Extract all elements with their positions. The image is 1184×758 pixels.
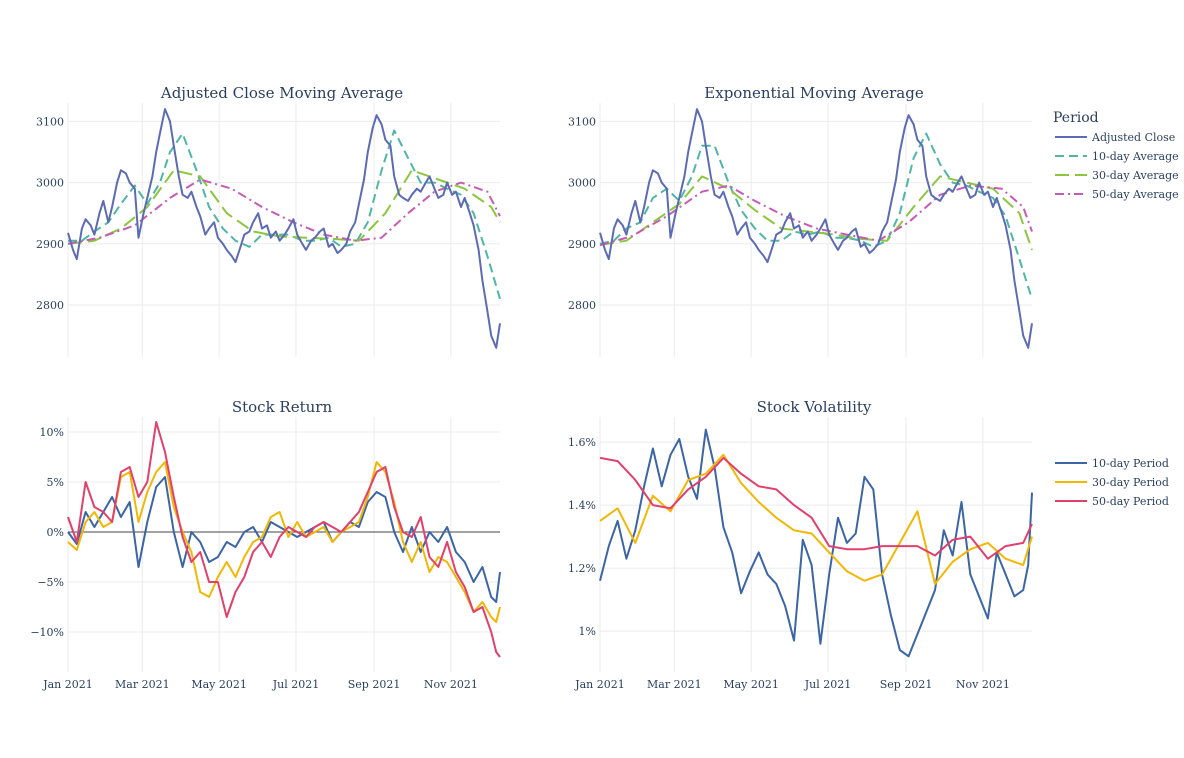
y-tick-label: 2900 <box>568 238 596 251</box>
x-tick-label: Mar 2021 <box>115 678 170 691</box>
legend-label-50-day-average: 50-day Average <box>1092 188 1179 201</box>
y-tick-label: 0% <box>47 526 64 539</box>
legend-label-30-day-average: 30-day Average <box>1092 169 1179 182</box>
x-tick-label: May 2021 <box>723 678 779 691</box>
x-tick-label: Sep 2021 <box>348 678 401 691</box>
y-tick-label: 2800 <box>36 299 64 312</box>
y-tick-label: 3100 <box>568 115 596 128</box>
legend-item-adjusted-close[interactable]: Adjusted Close <box>1055 131 1175 144</box>
legend-item-30-day-average[interactable]: 30-day Average <box>1055 169 1179 182</box>
x-tick-label: Nov 2021 <box>956 678 1010 691</box>
y-tick-label: 1.2% <box>568 562 596 575</box>
legend-item-30-day-period[interactable]: 30-day Period <box>1055 476 1169 489</box>
legend-period[interactable]: Period Adjusted Close 10-day Average 30-… <box>1053 110 1179 201</box>
series-line-50-day-period[interactable] <box>599 456 1033 560</box>
y-tick-label: 3100 <box>36 115 64 128</box>
y-tick-label: 3000 <box>568 177 596 190</box>
subplot-exponential-ma: 2800 2900 3000 3100 <box>568 103 1033 357</box>
x-tick-label: Jul 2021 <box>804 678 852 691</box>
x-tick-label: Mar 2021 <box>647 678 702 691</box>
y-tick-label: −10% <box>30 626 64 639</box>
series-line-50-day-period[interactable] <box>67 421 501 658</box>
series-line-adjusted-close[interactable] <box>599 108 1033 349</box>
subplot-adjusted-close-ma: 2800 2900 3000 3100 <box>36 103 501 357</box>
y-tick-label: 1.4% <box>568 499 596 512</box>
subplot-stock-return: −10% −5% 0% 5% 10% Jan 2021 Mar 2021 May 2021 Ju… <box>30 417 501 691</box>
x-tick-label: Jan 2021 <box>42 678 93 691</box>
y-tick-label: 1.6% <box>568 436 596 449</box>
subplot-stock-volatility: 1% 1.2% 1.4% 1.6% Jan 2021 Mar 2021 May 2021 Ju… <box>568 417 1033 691</box>
x-tick-label: May 2021 <box>191 678 247 691</box>
y-tick-label: 2800 <box>568 299 596 312</box>
series-line-50-day-average[interactable] <box>67 178 501 245</box>
series-line-10-day-period[interactable] <box>67 476 501 603</box>
y-tick-label: 10% <box>40 426 64 439</box>
legend-title: Period <box>1053 110 1099 126</box>
legend-label-30-day-period: 30-day Period <box>1092 476 1169 489</box>
x-tick-label: Sep 2021 <box>880 678 933 691</box>
legend-label-10-day-period: 10-day Period <box>1092 457 1169 470</box>
legend-label-10-day-average: 10-day Average <box>1092 150 1179 163</box>
legend-item-10-day-period[interactable]: 10-day Period <box>1055 457 1169 470</box>
chart-title-adjusted-close-ma: Adjusted Close Moving Average <box>160 84 403 102</box>
x-tick-label: Jan 2021 <box>574 678 625 691</box>
legend-label-50-day-period: 50-day Period <box>1092 495 1169 508</box>
legend-item-10-day-average[interactable]: 10-day Average <box>1055 150 1179 163</box>
chart-title-stock-volatility: Stock Volatility <box>757 398 872 416</box>
y-tick-label: 3000 <box>36 177 64 190</box>
legend-item-50-day-period[interactable]: 50-day Period <box>1055 495 1169 508</box>
series-line-30-day-period[interactable] <box>67 461 501 623</box>
series-line-30-day-average[interactable] <box>599 175 1033 251</box>
chart-title-stock-return: Stock Return <box>232 398 333 416</box>
legend-label-adjusted-close: Adjusted Close <box>1091 131 1175 144</box>
legend-volatility-period[interactable]: 10-day Period 30-day Period 50-day Perio… <box>1055 457 1169 508</box>
y-tick-label: 1% <box>579 625 596 638</box>
legend-item-50-day-average[interactable]: 50-day Average <box>1055 188 1179 201</box>
series-line-30-day-average[interactable] <box>67 169 501 245</box>
y-tick-label: 2900 <box>36 238 64 251</box>
series-line-adjusted-close[interactable] <box>67 108 501 349</box>
x-tick-label: Jul 2021 <box>272 678 320 691</box>
y-tick-label: −5% <box>37 576 64 589</box>
chart-title-exponential-ma: Exponential Moving Average <box>704 84 924 102</box>
series-line-10-day-average[interactable] <box>68 129 501 300</box>
x-tick-label: Nov 2021 <box>424 678 478 691</box>
y-tick-label: 5% <box>47 476 64 489</box>
series-line-10-day-average[interactable] <box>599 132 1033 300</box>
